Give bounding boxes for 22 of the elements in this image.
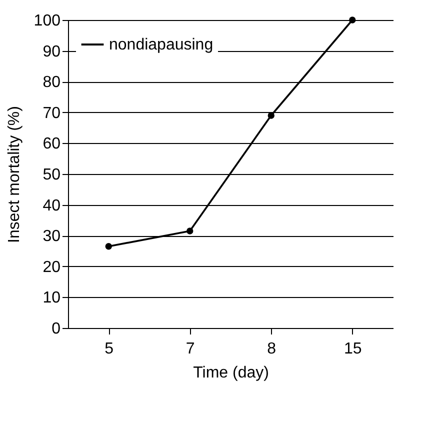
y-tick-label: 10 — [42, 290, 61, 307]
y-tick-label: 20 — [42, 258, 61, 276]
point — [349, 16, 356, 24]
x-axis-title: Time (day) — [193, 364, 269, 382]
x-tick-label: 7 — [186, 340, 195, 358]
point — [268, 112, 274, 119]
y-tick-label: 60 — [42, 136, 61, 153]
y-tick-label: 80 — [42, 74, 61, 92]
legend-label: nondiapausing — [109, 36, 214, 54]
point — [186, 228, 194, 234]
point — [105, 243, 112, 250]
x-tick-label: 15 — [344, 340, 362, 358]
x-tick-label: 8 — [267, 340, 276, 358]
y-tick-label: 40 — [42, 197, 61, 214]
y-tick-label: 50 — [42, 166, 61, 184]
x-tick-label: 5 — [104, 340, 114, 358]
y-tick-label: 100 — [34, 12, 61, 30]
y-tick-label: 0 — [52, 320, 61, 338]
y-tick-label: 90 — [42, 43, 61, 60]
y-tick-label: 30 — [42, 228, 61, 246]
y-tick-label: 70 — [42, 104, 61, 122]
y-axis-title: Insect mortality (%) — [6, 106, 23, 243]
